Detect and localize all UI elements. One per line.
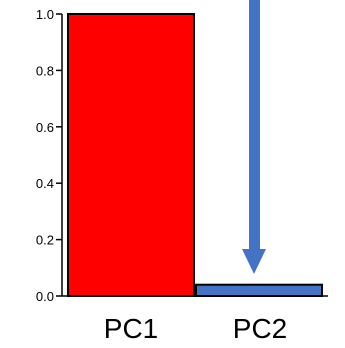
- y-tick-label: 0.0: [36, 289, 54, 304]
- x-category-label: PC2: [233, 313, 287, 344]
- y-tick-label: 0.8: [36, 63, 54, 78]
- y-tick-label: 0.2: [36, 233, 54, 248]
- bar-pc1: [67, 13, 195, 297]
- arrow-head-icon: [242, 249, 266, 274]
- y-tick-label: 0.6: [36, 120, 54, 135]
- arrow-shaft: [249, 0, 260, 250]
- x-category-label: PC1: [104, 313, 158, 344]
- x-axis-labels: PC1 PC2: [104, 313, 287, 344]
- annotations: [242, 0, 266, 274]
- y-tick-label: 0.4: [36, 176, 54, 191]
- bar-pc2: [195, 283, 323, 298]
- y-tick-label: 1.0: [36, 7, 54, 22]
- bars: [67, 13, 323, 298]
